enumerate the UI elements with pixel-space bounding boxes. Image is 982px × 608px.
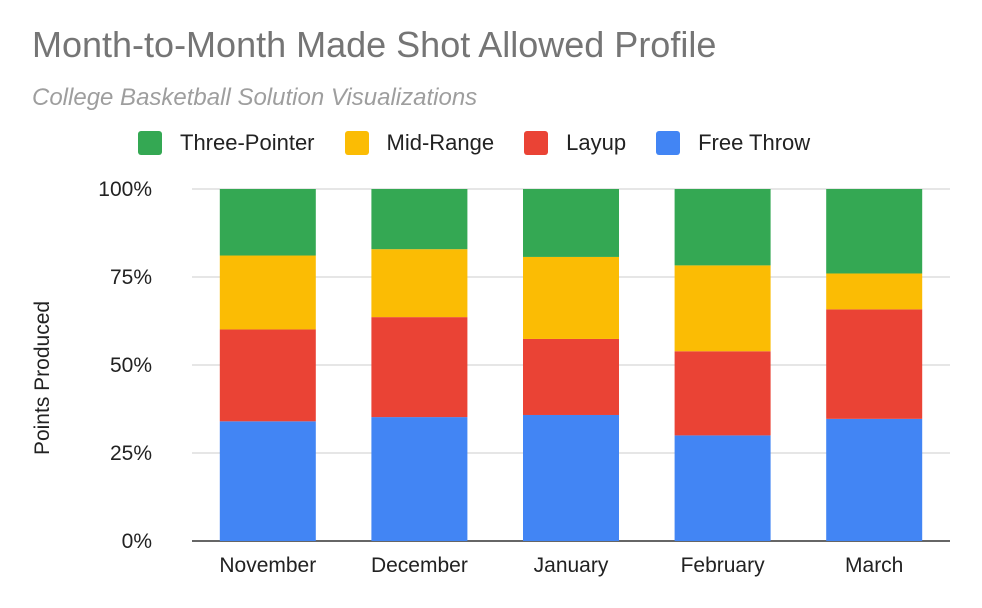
bar-segment-mid-range-november (219, 255, 316, 330)
legend-label-layup: Layup (566, 130, 627, 155)
legend-swatch-free-throw (656, 131, 681, 155)
bar-segment-mid-range-december (371, 249, 468, 318)
bar-segment-free-throw-march (826, 418, 923, 541)
x-tick-labels: November December January February March (219, 554, 903, 577)
bar-segment-free-throw-december (371, 417, 468, 541)
x-tick-label: November (219, 554, 316, 577)
bar-segment-free-throw-january (523, 414, 619, 541)
bar-segment-three-pointer-january (523, 189, 619, 257)
x-tick-label: March (845, 554, 903, 577)
legend: Three-Pointer Mid-Range Layup Free Throw (138, 130, 840, 156)
bar-segment-layup-february (674, 351, 771, 436)
legend-label-free-throw: Free Throw (698, 130, 811, 155)
x-tick-label: February (681, 554, 766, 577)
legend-item-layup: Layup (524, 130, 626, 156)
legend-swatch-three-pointer (138, 131, 162, 155)
x-tick-label: December (371, 554, 468, 577)
y-tick-labels: 0% 25% 50% 75% 100% (98, 178, 152, 553)
bar-segment-layup-november (219, 329, 316, 422)
bar-segment-free-throw-november (219, 421, 316, 541)
y-tick-label: 25% (110, 442, 152, 465)
bar-segment-layup-january (523, 338, 619, 415)
legend-item-mid-range: Mid-Range (344, 130, 495, 156)
legend-label-mid-range: Mid-Range (386, 130, 495, 155)
legend-label-three-pointer: Three-Pointer (180, 130, 315, 155)
bar-segment-mid-range-march (826, 273, 923, 310)
bar-segment-three-pointer-february (674, 189, 771, 266)
bars (219, 189, 923, 541)
bar-segment-layup-december (371, 317, 468, 418)
y-tick-label: 100% (98, 178, 152, 201)
x-tick-label: January (534, 554, 609, 577)
bar-segment-mid-range-february (674, 265, 771, 352)
legend-swatch-layup (524, 131, 549, 155)
chart-subtitle: College Basketball Solution Visualizatio… (32, 84, 478, 111)
y-tick-label: 50% (110, 354, 152, 377)
bar-segment-three-pointer-march (826, 189, 923, 274)
y-tick-label: 0% (122, 530, 152, 553)
chart-title: Month-to-Month Made Shot Allowed Profile (32, 24, 717, 65)
bar-segment-free-throw-february (674, 435, 771, 541)
y-tick-label: 75% (110, 266, 152, 289)
y-axis-title: Points Produced (31, 301, 54, 455)
bar-segment-layup-march (826, 309, 923, 419)
bar-segment-three-pointer-november (219, 189, 316, 256)
legend-item-three-pointer: Three-Pointer (138, 130, 315, 156)
bar-segment-mid-range-january (523, 256, 619, 339)
bar-segment-three-pointer-december (371, 189, 468, 250)
legend-swatch-mid-range (344, 131, 369, 155)
legend-item-free-throw: Free Throw (656, 130, 810, 156)
